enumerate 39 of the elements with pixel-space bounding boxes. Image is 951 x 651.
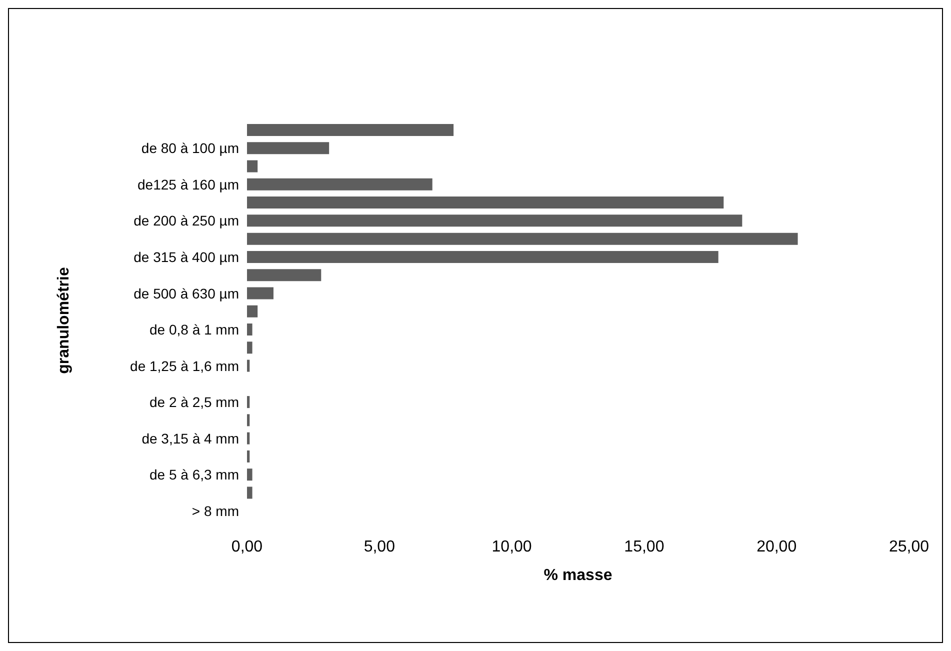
bar — [247, 250, 718, 263]
bar — [247, 396, 250, 408]
bar — [247, 468, 252, 481]
y-tick-label: de 200 à 250 µm — [134, 212, 239, 229]
y-tick-label: > 8 mm — [192, 502, 239, 519]
bar — [247, 178, 432, 190]
bar — [247, 450, 250, 462]
y-tick-label: de 500 à 630 µm — [134, 285, 239, 302]
bar — [247, 432, 250, 444]
y-tick-label: de 2 à 2,5 mm — [150, 394, 239, 410]
bar — [247, 342, 252, 354]
x-tick-label: 15,00 — [624, 538, 664, 556]
y-tick-label: de 315 à 400 µm — [134, 248, 239, 265]
bar — [247, 196, 724, 209]
bar — [247, 214, 742, 227]
bar — [247, 142, 330, 154]
x-axis-title: % masse — [544, 567, 612, 584]
bar — [247, 160, 258, 172]
bar — [247, 414, 250, 426]
y-tick-label: de 80 à 100 µm — [141, 140, 239, 156]
x-tick-label: 20,00 — [756, 538, 797, 556]
x-tick-label: 25,00 — [888, 538, 930, 556]
y-axis-title: granulométrie — [56, 267, 73, 374]
bar — [247, 124, 454, 136]
y-tick-label: de 1,25 à 1,6 mm — [130, 358, 239, 374]
bar — [247, 287, 274, 300]
bar — [247, 232, 798, 245]
bar — [247, 486, 252, 499]
x-tick-label: 0,00 — [231, 538, 263, 556]
x-tick-label: 10,00 — [492, 538, 532, 556]
y-tick-label: de 0,8 à 1 mm — [150, 322, 239, 338]
bar — [247, 360, 250, 372]
y-tick-label: de125 à 160 µm — [138, 176, 239, 192]
bar — [247, 305, 258, 318]
x-tick-label: 5,00 — [364, 538, 396, 556]
bar — [247, 269, 322, 282]
bar — [247, 324, 252, 336]
y-tick-label: de 3,15 à 4 mm — [142, 430, 239, 446]
y-tick-label: de 5 à 6,3 mm — [150, 466, 239, 483]
